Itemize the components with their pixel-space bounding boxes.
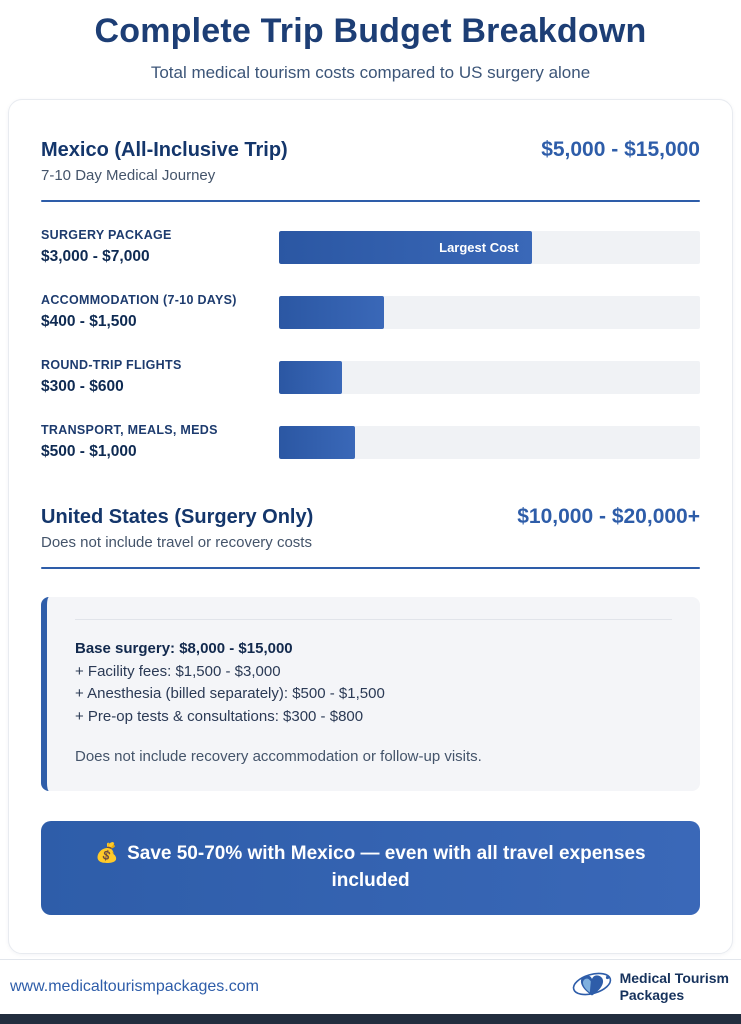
brand-logo: Medical Tourism Packages [571,967,729,1006]
us-price-range: $10,000 - $20,000+ [517,505,700,528]
moneybag-icon: 💰 [95,843,120,864]
largest-cost-badge: Largest Cost [439,239,519,255]
cost-meta: ACCOMMODATION (7-10 DAYS) $400 - $1,500 [41,293,279,331]
page-title: Complete Trip Budget Breakdown [94,12,647,50]
mexico-section-header: Mexico (All-Inclusive Trip) $5,000 - $15… [41,138,700,162]
budget-card: Mexico (All-Inclusive Trip) $5,000 - $15… [8,99,733,954]
cost-meta: TRANSPORT, MEALS, MEDS $500 - $1,000 [41,423,279,461]
detail-line-preop-tests: + Pre-op tests & consultations: $300 - $… [75,707,364,725]
cost-row-flights: ROUND-TRIP FLIGHTS $300 - $600 [41,358,700,396]
detail-line-facility-fees: + Facility fees: $1,500 - $3,000 [75,662,281,680]
cost-label: ROUND-TRIP FLIGHTS [41,358,182,372]
mexico-title: Mexico (All-Inclusive Trip) [41,139,288,161]
heart-orbit-logo-icon [571,967,613,1006]
cost-value: $500 - $1,000 [41,443,137,460]
savings-banner-text: Save 50-70% with Mexico — even with all … [127,843,646,891]
footer: www.medicaltourismpackages.com Medical T… [0,959,741,1024]
us-cost-detail-box: Base surgery: $8,000 - $15,000 + Facilit… [41,597,700,791]
bar-fill [279,425,355,459]
website-link[interactable]: www.medicaltourismpackages.com [10,977,259,995]
mexico-cost-chart: SURGERY PACKAGE $3,000 - $7,000 Largest … [41,228,700,461]
cost-value: $300 - $600 [41,378,124,395]
footer-row: www.medicaltourismpackages.com Medical T… [0,960,741,1014]
bar-track [279,295,700,329]
cost-meta: SURGERY PACKAGE $3,000 - $7,000 [41,228,279,266]
mexico-price-range: $5,000 - $15,000 [541,138,700,161]
brand-name: Medical Tourism Packages [619,970,729,1003]
detail-line-anesthesia: + Anesthesia (billed separately): $500 -… [75,685,385,702]
savings-banner: 💰 Save 50-70% with Mexico — even with all… [41,821,700,915]
bar-fill: Largest Cost [279,230,532,264]
bar-fill [279,295,385,329]
cost-label: SURGERY PACKAGE [41,228,172,242]
page-header: Complete Trip Budget Breakdown Total med… [0,0,741,83]
section-divider [41,567,700,569]
cost-row-accommodation: ACCOMMODATION (7-10 DAYS) $400 - $1,500 [41,293,700,331]
cost-row-surgery-package: SURGERY PACKAGE $3,000 - $7,000 Largest … [41,228,700,266]
bar-track [279,425,700,459]
us-section: United States (Surgery Only) $10,000 - $… [41,505,700,791]
cost-meta: ROUND-TRIP FLIGHTS $300 - $600 [41,358,279,396]
cost-value: $400 - $1,500 [41,313,137,330]
section-divider [41,200,700,202]
bottom-strip [0,1014,741,1024]
bar-track [279,360,700,394]
mexico-subtitle: 7-10 Day Medical Journey [41,167,216,184]
detail-hairline [75,619,672,620]
us-section-header: United States (Surgery Only) $10,000 - $… [41,505,700,529]
detail-line-base-surgery: Base surgery: $8,000 - $15,000 [75,640,293,657]
footer-divider [0,959,741,960]
detail-note: Does not include recovery accommodation … [75,748,482,765]
cost-label: ACCOMMODATION (7-10 DAYS) [41,293,237,307]
us-title: United States (Surgery Only) [41,506,314,528]
cost-value: $3,000 - $7,000 [41,248,150,265]
bar-track: Largest Cost [279,230,700,264]
cost-row-transport-meals-meds: TRANSPORT, MEALS, MEDS $500 - $1,000 [41,423,700,461]
us-subtitle: Does not include travel or recovery cost… [41,534,312,551]
page-subtitle: Total medical tourism costs compared to … [150,63,591,82]
cost-label: TRANSPORT, MEALS, MEDS [41,423,218,437]
bar-fill [279,360,343,394]
